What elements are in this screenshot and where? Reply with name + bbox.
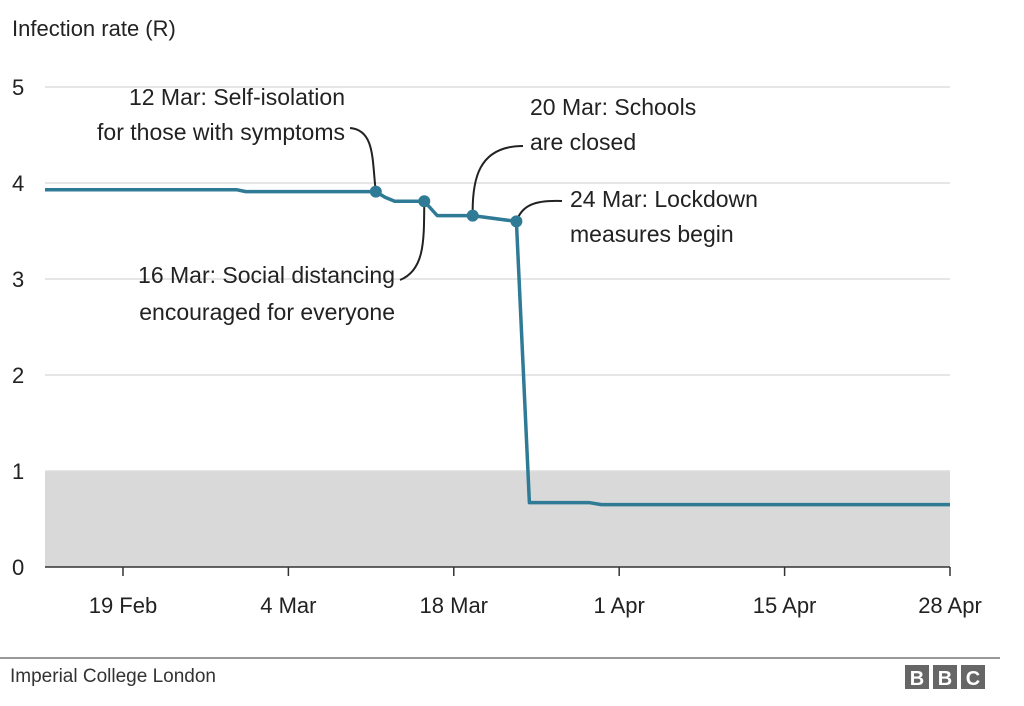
annotation-text: measures begin	[570, 221, 734, 247]
annotation-text: 16 Mar: Social distancing	[138, 262, 395, 288]
chart-title: Infection rate (R)	[12, 16, 176, 41]
y-tick-label: 0	[12, 555, 24, 580]
event-marker	[510, 215, 523, 228]
r-series-line	[45, 187, 950, 507]
x-tick-label: 18 Mar	[420, 593, 488, 618]
y-tick-label: 1	[12, 459, 24, 484]
annotation-text: encouraged for everyone	[139, 299, 395, 325]
x-tick-label: 28 Apr	[918, 593, 982, 618]
annotation-leader-line	[349, 127, 377, 192]
annotation-leader-line	[471, 145, 524, 216]
x-tick-label: 15 Apr	[753, 593, 817, 618]
below-one-band	[45, 471, 950, 567]
x-tick-label: 4 Mar	[260, 593, 316, 618]
source-label: Imperial College London	[10, 666, 216, 687]
svg-text:B: B	[938, 668, 952, 690]
annotation-leader-line	[399, 201, 426, 281]
annotation-text: 12 Mar: Self-isolation	[129, 84, 345, 110]
y-tick-label: 5	[12, 75, 24, 100]
bbc-logo: B B C	[905, 665, 985, 690]
x-tick-label: 19 Feb	[89, 593, 158, 618]
event-marker	[369, 185, 382, 198]
annotation-text: are closed	[530, 129, 636, 155]
annotation-text: for those with symptoms	[97, 119, 345, 145]
event-marker	[466, 209, 479, 222]
svg-text:C: C	[966, 668, 980, 690]
x-tick-label: 1 Apr	[594, 593, 645, 618]
y-tick-label: 2	[12, 363, 24, 388]
event-marker	[418, 195, 431, 208]
svg-text:B: B	[910, 668, 924, 690]
annotation-text: 20 Mar: Schools	[530, 94, 696, 120]
annotation-leader-line	[515, 199, 563, 222]
y-tick-label: 3	[12, 267, 24, 292]
y-tick-label: 4	[12, 171, 24, 196]
annotation-text: 24 Mar: Lockdown	[570, 186, 758, 212]
